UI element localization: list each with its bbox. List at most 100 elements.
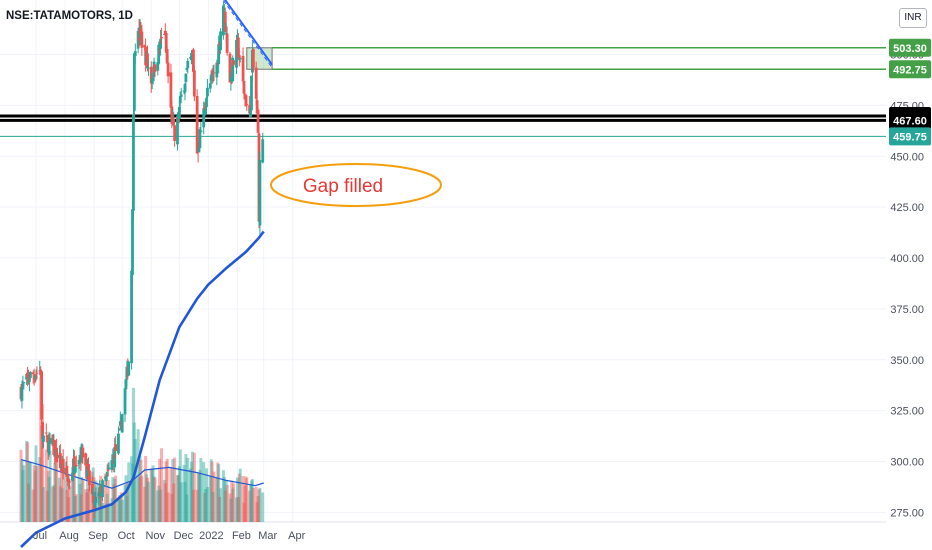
candle-body [71, 472, 74, 481]
price-badge: 492.75 [889, 60, 931, 79]
candle-body [217, 44, 221, 65]
candle-body [90, 483, 94, 495]
volume-bar [46, 470, 50, 522]
candle-body [255, 100, 259, 114]
volume-bar [172, 483, 176, 522]
candle-body [243, 93, 247, 96]
volume-bar [127, 462, 131, 522]
candle-body [104, 476, 108, 481]
volume-bar [78, 483, 82, 522]
candle-body [88, 470, 91, 486]
volume-bar [258, 488, 262, 522]
candle-body [219, 31, 222, 51]
gap-filled-annotation: Gap filled [270, 163, 442, 207]
volume-bar [149, 468, 153, 522]
candle-body [186, 60, 190, 69]
volume-bar [256, 496, 260, 522]
candle-body [228, 53, 232, 83]
volume-bar [205, 468, 209, 522]
volume-bar [146, 481, 150, 522]
volume-bar [61, 458, 65, 522]
volume-bar [241, 476, 245, 522]
candle-body [78, 455, 82, 459]
volume-bar [73, 495, 77, 522]
volume-bar [186, 457, 190, 522]
volume-bar [52, 485, 56, 522]
candle-body [132, 114, 135, 211]
volume-bar [123, 484, 127, 522]
candle-body [106, 468, 110, 471]
volume-bar [169, 467, 173, 522]
volume-bar [156, 490, 160, 522]
volume-bar [133, 439, 137, 522]
volume-bar [72, 462, 76, 522]
y-tick-label: 275.00 [890, 507, 924, 519]
volume-bar [160, 448, 164, 522]
volume-bar [41, 404, 45, 522]
volume-bar [190, 461, 194, 522]
candle-body [107, 467, 111, 469]
volume-bar [152, 476, 156, 522]
candle-body [149, 66, 153, 84]
volume-bar [204, 489, 208, 522]
candle-body [45, 435, 49, 438]
candle-body [51, 434, 55, 446]
volume-bar [164, 461, 168, 522]
volume-bar [27, 461, 31, 522]
volume-bar [203, 493, 207, 522]
volume-bar [223, 490, 227, 522]
volume-bar [68, 486, 72, 522]
volume-bar [28, 461, 32, 522]
volume-bar [177, 466, 181, 522]
candle-body [120, 414, 124, 433]
candle-body [204, 108, 207, 115]
volume-bar [86, 469, 90, 522]
volume-bar [243, 485, 247, 522]
volume-bar [114, 475, 118, 522]
volume-bar [210, 461, 214, 522]
candle-body [173, 125, 177, 141]
candle-body [222, 8, 226, 10]
volume-bar [53, 463, 57, 522]
volume-bar [222, 476, 226, 522]
volume-bar [189, 468, 193, 522]
candle-body [221, 5, 225, 36]
volume-bar [197, 473, 201, 522]
candle-body [117, 433, 120, 454]
volume-bar [224, 480, 228, 522]
currency-button[interactable]: INR [899, 8, 927, 28]
candle-body [84, 453, 88, 466]
volume-bar [244, 476, 248, 522]
volume-bar [231, 488, 235, 522]
volume-bar [38, 456, 42, 522]
candle-body [87, 464, 90, 471]
candle-body [232, 60, 236, 65]
volume-bar [106, 480, 110, 522]
candle-body [68, 481, 72, 483]
volume-bar [176, 475, 180, 522]
volume-bar [254, 487, 258, 522]
candle-body [231, 57, 235, 82]
volume-bar [101, 502, 105, 522]
volume-bar [139, 459, 143, 522]
volume-bar [140, 476, 144, 522]
volume-bar [202, 462, 206, 522]
volume-bar [208, 476, 212, 522]
candle-body [130, 270, 133, 364]
candle-body [258, 160, 262, 226]
volume-bar [199, 458, 203, 522]
volume-bar [58, 486, 62, 522]
y-tick-label: 350.00 [890, 355, 924, 367]
volume-bar [31, 489, 35, 522]
volume-bar [249, 480, 253, 522]
candle-body [165, 49, 169, 64]
x-tick-label: Mar [258, 530, 277, 542]
candle-body [236, 37, 240, 58]
candle-body [132, 53, 136, 111]
candle-body [177, 106, 181, 119]
price-badge-label: 459.75 [893, 131, 927, 143]
candle-body [105, 472, 109, 476]
volume-bar [228, 493, 232, 522]
volume-bar [55, 455, 59, 522]
